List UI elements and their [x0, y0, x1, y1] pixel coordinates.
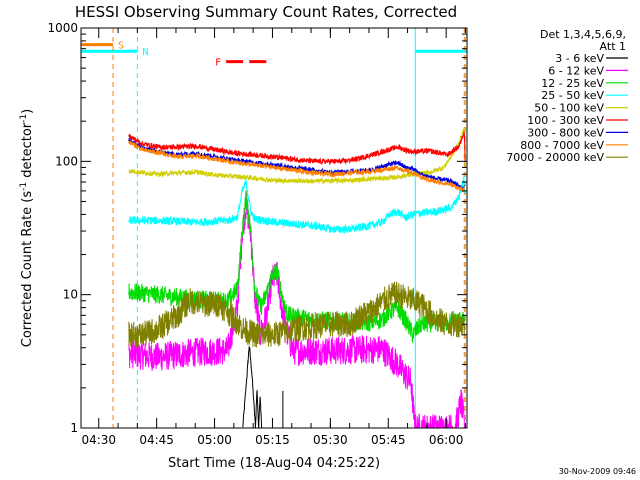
- legend-header-line: Det 1,3,4,5,6,9,: [540, 28, 626, 41]
- x-tick-label: 05:00: [197, 433, 232, 447]
- flag-f-label: F: [215, 58, 221, 69]
- plot-frame: [80, 27, 468, 429]
- x-axis-label: Start Time (18-Aug-04 04:25:22): [168, 456, 380, 471]
- legend-label-25-50-kev: 25 - 50 keV: [541, 89, 604, 102]
- y-axis-label: Corrected Count Rate (s-1 detector-1): [19, 109, 35, 347]
- series-25-50-kev: [128, 175, 465, 234]
- x-tick-label: 05:30: [313, 433, 348, 447]
- footer-timestamp: 30-Nov-2009 09:46: [559, 467, 636, 476]
- y-tick-label: 100: [55, 154, 78, 168]
- series-50-100-kev: [128, 128, 466, 185]
- legend-label-800-7000-kev: 800 - 7000 keV: [520, 139, 604, 152]
- x-tick-label: 05:15: [255, 433, 290, 447]
- legend-header-line: Att 1: [600, 40, 626, 53]
- y-tick-label: 1: [70, 421, 78, 435]
- x-tick-label: 04:45: [139, 433, 174, 447]
- legend-label-50-100-kev: 50 - 100 keV: [534, 102, 604, 115]
- x-tick-label: 05:45: [371, 433, 406, 447]
- series-100-300-kev: [128, 131, 466, 166]
- legend-label-100-300-kev: 100 - 300 keV: [527, 114, 604, 127]
- legend-label-7000-20000-kev: 7000 - 20000 keV: [506, 151, 604, 164]
- series-lines: [128, 128, 466, 428]
- y-tick-label: 1000: [47, 21, 78, 35]
- flag-s-label: S: [118, 41, 124, 52]
- series-7000-20000-kev: [128, 281, 465, 349]
- y-axis-ticks: 1 10 100 1000: [47, 21, 467, 435]
- y-tick-label: 10: [63, 288, 78, 302]
- series-800-7000-kev: [128, 140, 465, 193]
- x-axis-ticks: 04:30 04:45 05:00 05:15 05:30 05:45 06:00: [81, 28, 466, 447]
- x-tick-label: 06:00: [429, 433, 464, 447]
- series-3-6-kev: [242, 345, 263, 428]
- flag-bars: [81, 43, 467, 64]
- legend-label-6-12-kev: 6 - 12 keV: [548, 64, 604, 77]
- legend-label-3-6-kev: 3 - 6 keV: [555, 52, 604, 65]
- legend-label-12-25-kev: 12 - 25 keV: [541, 77, 604, 90]
- legend-label-300-800-kev: 300 - 800 keV: [527, 126, 604, 139]
- vertical-markers: [112, 28, 466, 428]
- chart-title: HESSI Observing Summary Count Rates, Cor…: [75, 3, 457, 21]
- x-tick-label: 04:30: [81, 433, 116, 447]
- flag-n-label: N: [142, 47, 148, 58]
